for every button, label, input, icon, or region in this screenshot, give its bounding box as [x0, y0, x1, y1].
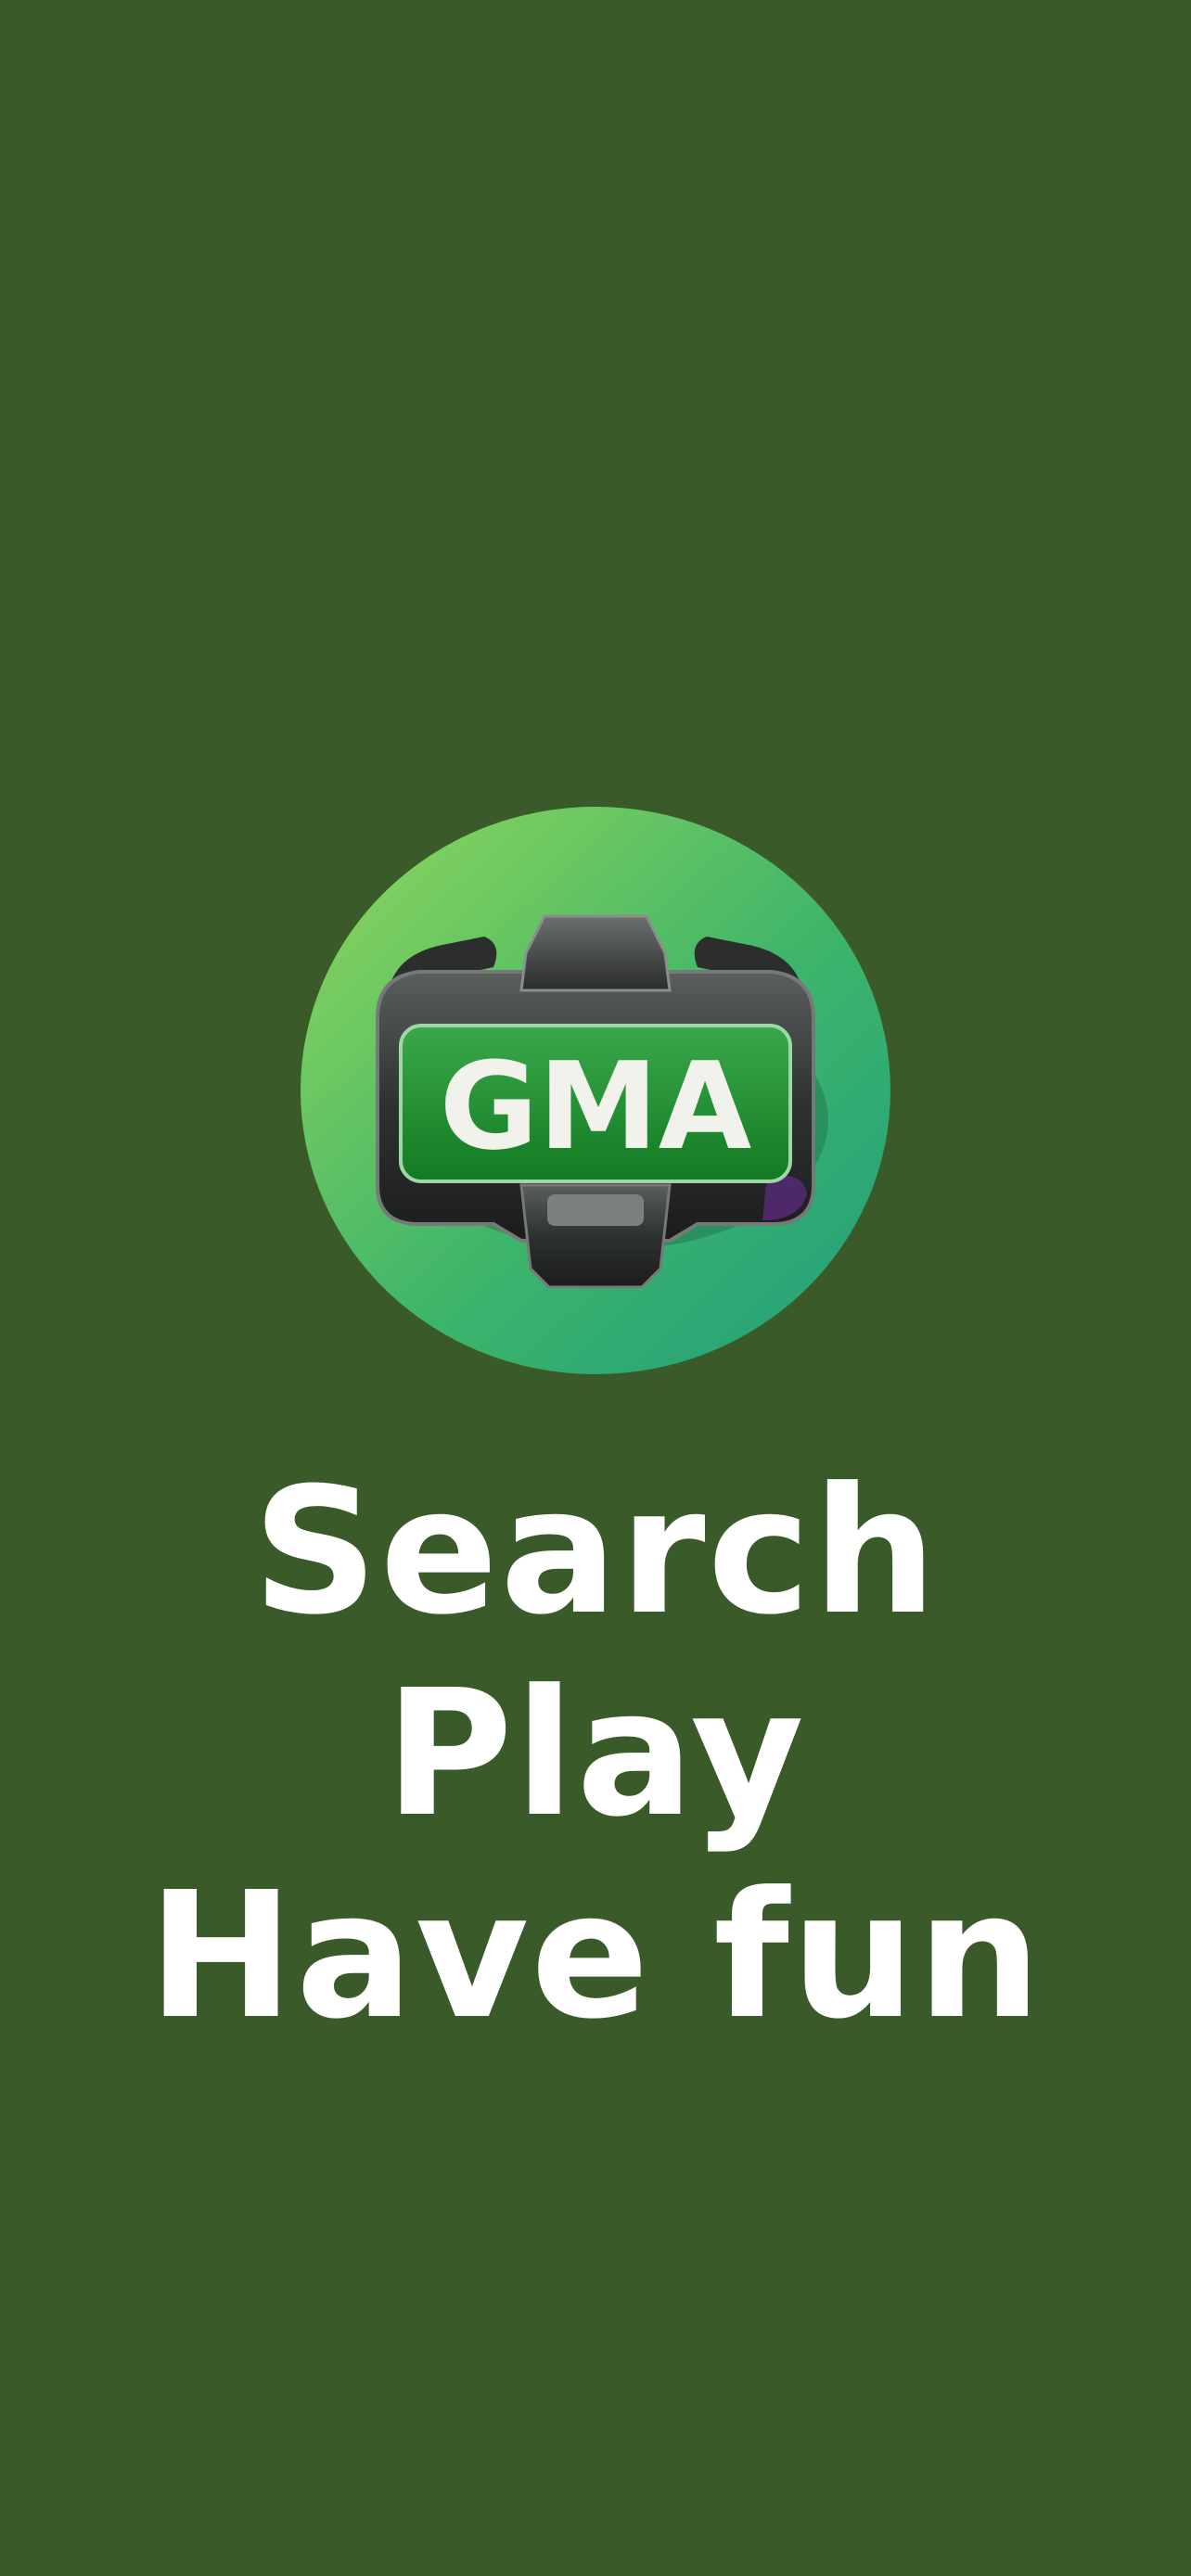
logo-text: GMA — [440, 1036, 752, 1177]
tagline: Search Play Have fun — [0, 1451, 1191, 2058]
tagline-have-fun: Have fun — [147, 1855, 1044, 2058]
tagline-play: Play — [385, 1652, 806, 1855]
app-logo: GMA — [299, 805, 892, 1376]
tagline-search: Search — [252, 1450, 939, 1653]
gamepad-logo-icon: GMA — [301, 807, 890, 1374]
